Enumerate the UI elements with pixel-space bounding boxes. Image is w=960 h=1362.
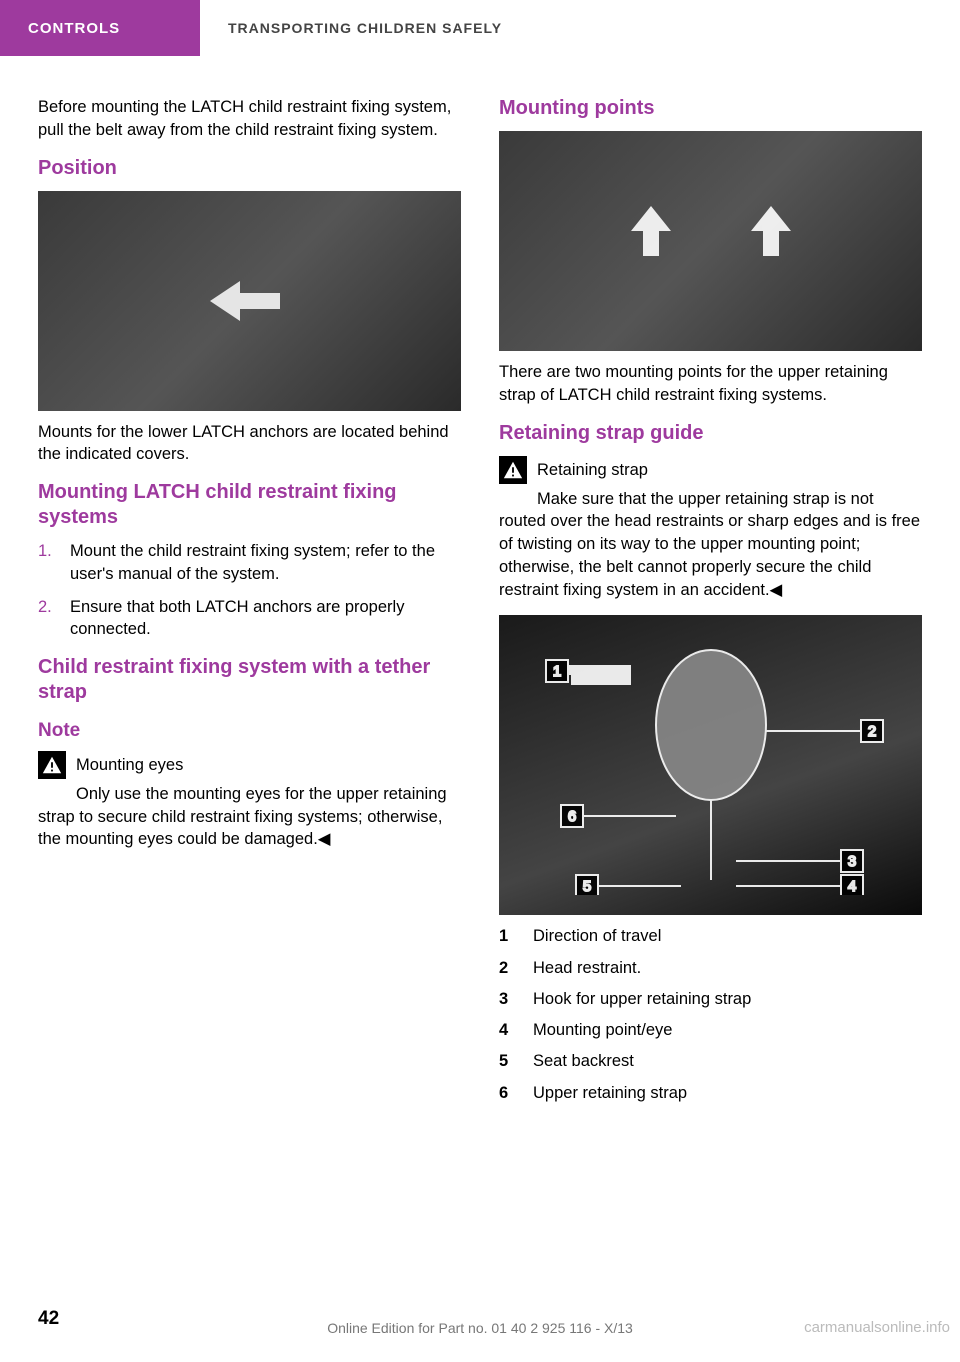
footer-edition-line: Online Edition for Part no. 01 40 2 925 … (327, 1320, 633, 1336)
key-number: 3 (499, 988, 533, 1010)
page-number: 42 (38, 1308, 59, 1330)
warning-title: Retaining strap (537, 456, 648, 481)
key-number: 6 (499, 1082, 533, 1104)
warning-title: Mounting eyes (76, 751, 183, 776)
key-label: Upper retaining strap (533, 1082, 687, 1104)
svg-text:5: 5 (582, 878, 590, 895)
diagram-key-list: 1Direction of travel 2Head restraint. 3H… (499, 925, 922, 1104)
mounting-points-caption: There are two mounting points for the up… (499, 361, 922, 407)
key-item: 2Head restraint. (499, 957, 922, 979)
retaining-strap-diagram: 1 2 3 4 5 6 (499, 615, 922, 915)
header-section-title: TRANSPORTING CHILDREN SAFELY (200, 0, 502, 56)
position-image (38, 191, 461, 411)
warning-body: Make sure that the upper retaining strap… (499, 488, 922, 602)
page-header: CONTROLS TRANSPORTING CHILDREN SAFELY (0, 0, 960, 56)
key-number: 4 (499, 1019, 533, 1041)
key-label: Head restraint. (533, 957, 641, 979)
diagram-icon: 1 2 3 4 5 6 (521, 635, 901, 895)
key-item: 4Mounting point/eye (499, 1019, 922, 1041)
warning-block: Mounting eyes (38, 751, 461, 779)
key-item: 5Seat backrest (499, 1050, 922, 1072)
warning-icon (499, 456, 527, 484)
svg-text:1: 1 (552, 663, 560, 680)
watermark: carmanualsonline.info (804, 1319, 950, 1336)
right-column: Mounting points There are two mounting p… (499, 96, 922, 1113)
mounting-steps-list: 1.Mount the child restraint fixing syste… (38, 540, 461, 641)
retaining-heading: Retaining strap guide (499, 421, 922, 446)
warning-body-text: Only use the mounting eyes for the upper… (38, 785, 447, 849)
list-item: 2.Ensure that both LATCH anchors are pro… (38, 596, 461, 642)
key-label: Seat backrest (533, 1050, 634, 1072)
position-heading: Position (38, 156, 461, 181)
key-number: 1 (499, 925, 533, 947)
mounting-points-heading: Mounting points (499, 96, 922, 121)
note-heading: Note (38, 719, 461, 743)
step-text: Mount the child restraint fixing system;… (70, 542, 435, 583)
key-label: Hook for upper retaining strap (533, 988, 751, 1010)
list-item: 1.Mount the child restraint fixing syste… (38, 540, 461, 586)
content-area: Before mounting the LATCH child restrain… (0, 56, 960, 1113)
arrow-icon (200, 271, 300, 331)
intro-paragraph: Before mounting the LATCH child restrain… (38, 96, 461, 142)
warning-body-text: Make sure that the upper retaining strap… (499, 490, 920, 599)
key-label: Direction of travel (533, 925, 661, 947)
svg-text:4: 4 (847, 878, 855, 895)
mounting-heading: Mounting LATCH child restraint fixing sy… (38, 480, 461, 530)
key-item: 6Upper retaining strap (499, 1082, 922, 1104)
key-item: 3Hook for upper retaining strap (499, 988, 922, 1010)
tether-heading: Child restraint fixing system with a tet… (38, 655, 461, 705)
position-caption: Mounts for the lower LATCH anchors are l… (38, 421, 461, 467)
svg-text:2: 2 (867, 723, 875, 740)
warning-icon (38, 751, 66, 779)
arrows-up-icon (601, 196, 821, 286)
key-label: Mounting point/eye (533, 1019, 672, 1041)
step-text: Ensure that both LATCH anchors are prop­… (70, 598, 404, 639)
header-tab: CONTROLS (0, 0, 200, 56)
warning-block: Retaining strap (499, 456, 922, 484)
mounting-points-image (499, 131, 922, 351)
key-number: 2 (499, 957, 533, 979)
svg-text:6: 6 (567, 808, 575, 825)
key-number: 5 (499, 1050, 533, 1072)
key-item: 1Direction of travel (499, 925, 922, 947)
warning-body: Only use the mounting eyes for the upper… (38, 783, 461, 851)
left-column: Before mounting the LATCH child restrain… (38, 96, 461, 1113)
svg-text:3: 3 (847, 853, 855, 870)
